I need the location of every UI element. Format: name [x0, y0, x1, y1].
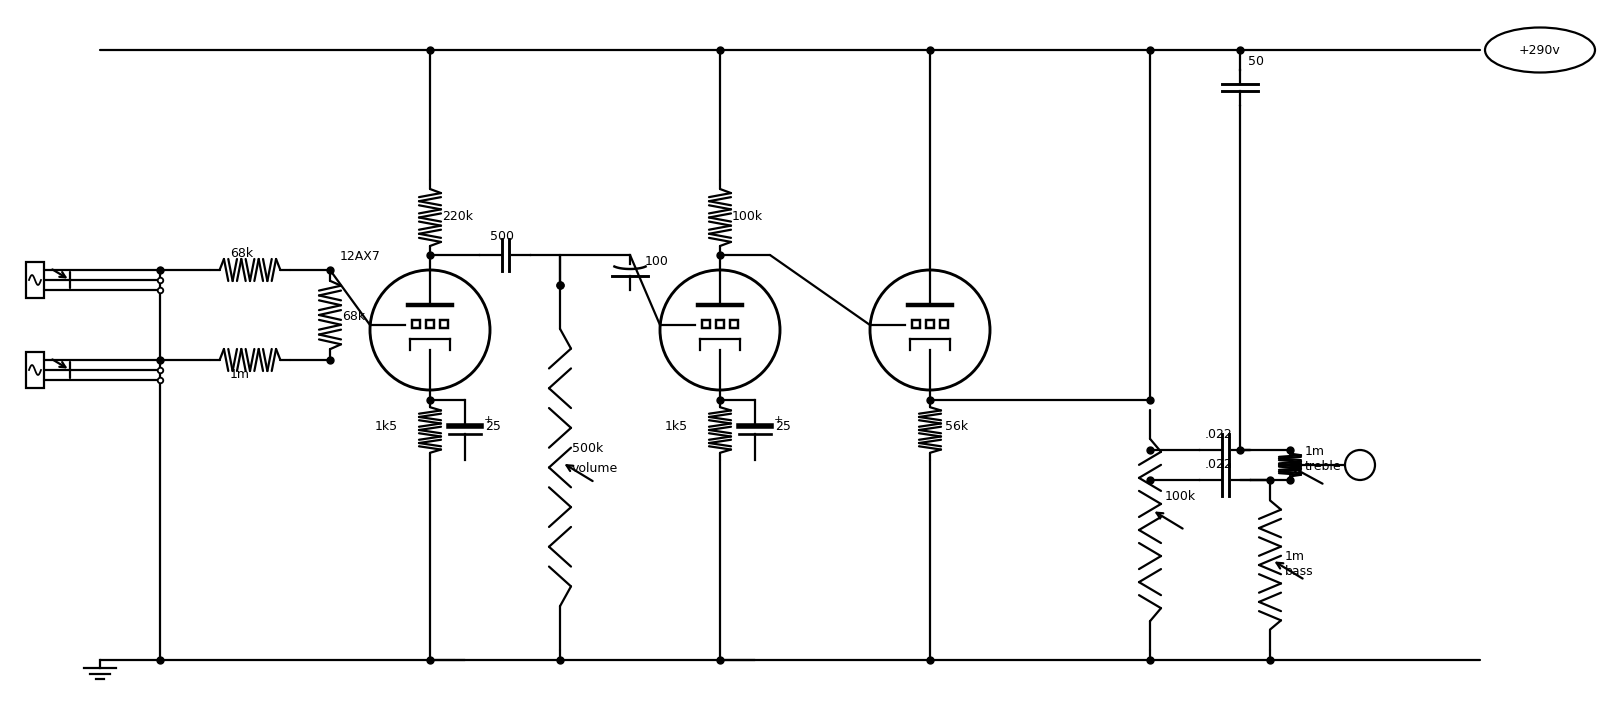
- FancyBboxPatch shape: [730, 320, 738, 328]
- Text: 500k: 500k: [573, 442, 603, 456]
- FancyBboxPatch shape: [941, 320, 947, 328]
- Text: treble: treble: [1306, 460, 1342, 473]
- Text: 1k5: 1k5: [374, 420, 398, 433]
- Text: volume: volume: [573, 462, 618, 476]
- Text: 12AX7: 12AX7: [339, 250, 381, 263]
- Text: +290v: +290v: [1518, 43, 1562, 57]
- FancyBboxPatch shape: [926, 320, 934, 328]
- Text: +: +: [483, 415, 493, 425]
- Text: 25: 25: [485, 420, 501, 433]
- Text: 68k: 68k: [342, 310, 365, 323]
- FancyBboxPatch shape: [426, 320, 434, 328]
- FancyBboxPatch shape: [702, 320, 710, 328]
- Text: 100k: 100k: [733, 210, 763, 223]
- FancyBboxPatch shape: [912, 320, 920, 328]
- FancyBboxPatch shape: [717, 320, 723, 328]
- Text: bass: bass: [1285, 565, 1314, 578]
- Text: 500: 500: [490, 230, 514, 243]
- Text: 1m: 1m: [230, 368, 250, 381]
- FancyBboxPatch shape: [440, 320, 448, 328]
- Text: 50: 50: [1248, 55, 1264, 68]
- Text: 1m: 1m: [1285, 550, 1306, 563]
- FancyBboxPatch shape: [413, 320, 419, 328]
- Text: .022: .022: [1205, 458, 1232, 471]
- Text: 220k: 220k: [442, 210, 474, 223]
- Bar: [26, 262, 45, 298]
- Text: 25: 25: [774, 420, 790, 433]
- Text: 100: 100: [645, 255, 669, 268]
- Text: 68k: 68k: [230, 247, 253, 260]
- Text: 1k5: 1k5: [666, 420, 688, 433]
- Text: 1m: 1m: [1306, 445, 1325, 458]
- Text: .022: .022: [1205, 428, 1232, 441]
- Bar: [26, 352, 45, 388]
- Text: +: +: [774, 415, 784, 425]
- Text: 56k: 56k: [946, 420, 968, 433]
- Text: 100k: 100k: [1165, 490, 1197, 503]
